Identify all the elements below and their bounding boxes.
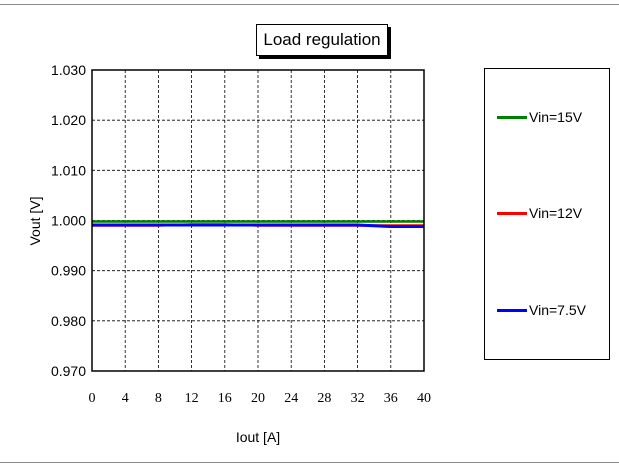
y-tick-label: 1.030 bbox=[51, 62, 86, 78]
legend-entry-vin-15v: Vin=15V bbox=[497, 107, 582, 127]
x-tick-label: 36 bbox=[384, 391, 398, 406]
legend-swatch bbox=[497, 308, 527, 312]
x-axis-label: Iout [A] bbox=[236, 429, 280, 445]
legend-label: Vin=12V bbox=[529, 205, 583, 221]
x-tick-label: 8 bbox=[155, 391, 162, 406]
chart-title: Load regulation bbox=[256, 24, 388, 56]
legend-entry-vin-12v: Vin=12V bbox=[497, 203, 582, 223]
y-tick-label: 0.980 bbox=[51, 313, 86, 329]
x-tick-label: 20 bbox=[251, 391, 265, 406]
x-tick-label: 12 bbox=[185, 391, 199, 406]
legend-label: Vin=15V bbox=[529, 109, 583, 125]
legend-swatch bbox=[497, 115, 527, 119]
plot-frame bbox=[91, 69, 425, 372]
series-line-vin-7-5v bbox=[92, 223, 424, 229]
series-lines bbox=[92, 220, 424, 229]
legend-swatch bbox=[497, 211, 527, 215]
top-rule bbox=[0, 4, 619, 5]
y-axis-label: Vout [V] bbox=[27, 196, 43, 245]
legend: Vin=15V Vin=12V Vin=7.5V bbox=[484, 68, 610, 360]
x-tick-label: 16 bbox=[218, 391, 232, 406]
bottom-rule bbox=[0, 462, 619, 463]
x-tick-labels: 0 4 8 12 16 20 24 28 32 36 40 bbox=[89, 391, 432, 406]
chart-title-text: Load regulation bbox=[263, 30, 381, 49]
x-tick-label: 32 bbox=[351, 391, 365, 406]
y-tick-label: 1.020 bbox=[51, 112, 86, 128]
legend-label: Vin=7.5V bbox=[529, 302, 586, 318]
y-tick-label: 1.010 bbox=[51, 162, 86, 178]
x-tick-label: 40 bbox=[417, 391, 431, 406]
y-tick-label: 0.970 bbox=[51, 363, 86, 379]
y-tick-label: 1.000 bbox=[51, 213, 86, 229]
y-tick-label: 0.990 bbox=[51, 263, 86, 279]
x-tick-label: 4 bbox=[122, 391, 129, 406]
y-tick-labels: 1.030 1.020 1.010 1.000 0.990 0.980 0.970 bbox=[51, 62, 86, 379]
x-tick-label: 28 bbox=[317, 391, 331, 406]
x-tick-label: 24 bbox=[284, 391, 298, 406]
legend-entry-vin-7-5v: Vin=7.5V bbox=[497, 300, 586, 320]
x-tick-label: 0 bbox=[89, 391, 96, 406]
